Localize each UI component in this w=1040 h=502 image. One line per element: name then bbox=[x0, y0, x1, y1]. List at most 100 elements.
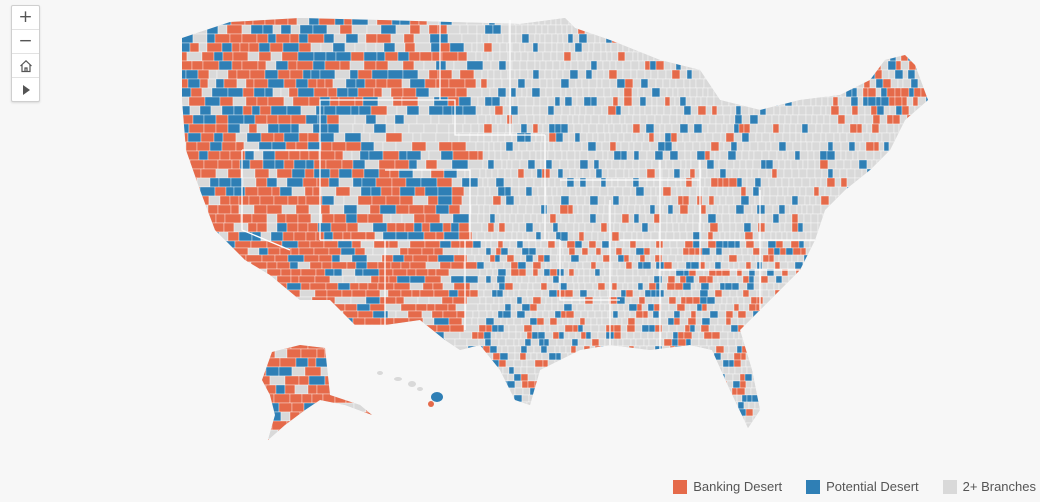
county-tile[interactable] bbox=[532, 282, 542, 291]
county-tile[interactable] bbox=[631, 415, 639, 424]
county-tile[interactable] bbox=[920, 394, 928, 403]
county-tile[interactable] bbox=[777, 310, 785, 319]
county-tile[interactable] bbox=[485, 415, 493, 424]
county-tile[interactable] bbox=[740, 195, 750, 206]
county-tile[interactable] bbox=[904, 303, 911, 312]
county-tile[interactable] bbox=[418, 16, 428, 26]
county-tile[interactable] bbox=[475, 141, 485, 152]
county-tile[interactable] bbox=[784, 159, 792, 170]
county-tile[interactable] bbox=[458, 222, 470, 233]
county-tile[interactable] bbox=[837, 222, 844, 233]
county-tile[interactable] bbox=[269, 42, 284, 53]
county-tile[interactable] bbox=[907, 150, 915, 161]
county-tile[interactable] bbox=[749, 338, 758, 347]
county-tile[interactable] bbox=[638, 24, 646, 35]
county-tile[interactable] bbox=[230, 177, 244, 188]
county-tile[interactable] bbox=[900, 87, 910, 98]
county-tile[interactable] bbox=[324, 268, 335, 277]
county-tile[interactable] bbox=[894, 16, 903, 26]
county-tile[interactable] bbox=[834, 247, 844, 256]
county-tile[interactable] bbox=[885, 195, 895, 206]
county-tile[interactable] bbox=[690, 310, 697, 319]
county-tile[interactable] bbox=[810, 317, 820, 326]
county-tile[interactable] bbox=[277, 114, 292, 125]
county-tile[interactable] bbox=[548, 380, 555, 389]
county-tile[interactable] bbox=[806, 422, 816, 430]
county-tile[interactable] bbox=[882, 408, 891, 417]
county-tile[interactable] bbox=[521, 87, 528, 98]
county-tile[interactable] bbox=[272, 296, 286, 305]
county-tile[interactable] bbox=[567, 159, 576, 170]
county-tile[interactable] bbox=[208, 69, 218, 80]
county-tile[interactable] bbox=[218, 380, 232, 389]
county-tile[interactable] bbox=[813, 150, 821, 161]
county-tile[interactable] bbox=[403, 401, 414, 410]
county-tile[interactable] bbox=[532, 123, 539, 134]
county-tile[interactable] bbox=[894, 132, 903, 143]
county-tile[interactable] bbox=[914, 373, 921, 382]
county-tile[interactable] bbox=[432, 282, 444, 291]
county-tile[interactable] bbox=[521, 275, 530, 284]
county-tile[interactable] bbox=[785, 352, 793, 361]
county-tile[interactable] bbox=[847, 401, 857, 410]
county-tile[interactable] bbox=[714, 60, 721, 71]
county-tile[interactable] bbox=[269, 331, 280, 340]
county-tile[interactable] bbox=[589, 268, 596, 277]
county-tile[interactable] bbox=[889, 105, 897, 116]
county-tile[interactable] bbox=[191, 331, 208, 340]
county-tile[interactable] bbox=[773, 387, 783, 396]
county-tile[interactable] bbox=[520, 123, 528, 134]
county-tile[interactable] bbox=[661, 401, 671, 410]
county-tile[interactable] bbox=[685, 159, 692, 170]
county-tile[interactable] bbox=[581, 380, 588, 389]
county-tile[interactable] bbox=[760, 159, 767, 170]
county-tile[interactable] bbox=[788, 394, 795, 403]
county-tile[interactable] bbox=[832, 78, 840, 89]
county-tile[interactable] bbox=[313, 338, 331, 347]
county-tile[interactable] bbox=[466, 254, 476, 263]
county-tile[interactable] bbox=[272, 87, 282, 98]
county-tile[interactable] bbox=[874, 213, 884, 224]
county-tile[interactable] bbox=[755, 69, 765, 80]
county-tile[interactable] bbox=[380, 186, 393, 197]
county-tile[interactable] bbox=[186, 222, 203, 233]
county-tile[interactable] bbox=[860, 275, 870, 284]
county-tile[interactable] bbox=[816, 114, 825, 125]
county-tile[interactable] bbox=[894, 96, 903, 107]
county-tile[interactable] bbox=[630, 296, 640, 305]
county-tile[interactable] bbox=[239, 42, 250, 53]
county-tile[interactable] bbox=[915, 303, 924, 312]
county-tile[interactable] bbox=[220, 387, 231, 396]
county-tile[interactable] bbox=[372, 222, 388, 233]
county-tile[interactable] bbox=[763, 24, 771, 35]
county-tile[interactable] bbox=[847, 331, 854, 340]
county-tile[interactable] bbox=[774, 132, 784, 143]
county-tile[interactable] bbox=[644, 60, 651, 71]
county-tile[interactable] bbox=[665, 16, 673, 26]
county-tile[interactable] bbox=[870, 352, 880, 361]
county-tile[interactable] bbox=[333, 422, 346, 430]
county-tile[interactable] bbox=[504, 408, 512, 417]
county-tile[interactable] bbox=[604, 303, 613, 312]
county-tile[interactable] bbox=[266, 177, 278, 188]
county-tile[interactable] bbox=[617, 51, 626, 62]
county-tile[interactable] bbox=[439, 240, 452, 249]
county-tile[interactable] bbox=[626, 324, 636, 333]
county-tile[interactable] bbox=[561, 186, 571, 197]
county-tile[interactable] bbox=[644, 387, 652, 396]
county-tile[interactable] bbox=[534, 366, 544, 375]
county-tile[interactable] bbox=[706, 159, 715, 170]
county-tile[interactable] bbox=[896, 366, 903, 375]
county-tile[interactable] bbox=[507, 247, 516, 256]
county-tile[interactable] bbox=[550, 16, 557, 26]
county-tile[interactable] bbox=[526, 345, 535, 354]
county-tile[interactable] bbox=[517, 105, 527, 116]
county-tile[interactable] bbox=[897, 338, 907, 347]
county-tile[interactable] bbox=[780, 415, 790, 424]
county-tile[interactable] bbox=[702, 87, 709, 98]
county-tile[interactable] bbox=[295, 331, 309, 340]
county-tile[interactable] bbox=[719, 282, 726, 291]
county-tile[interactable] bbox=[264, 296, 274, 305]
county-tile[interactable] bbox=[561, 240, 568, 249]
county-tile[interactable] bbox=[913, 87, 922, 98]
